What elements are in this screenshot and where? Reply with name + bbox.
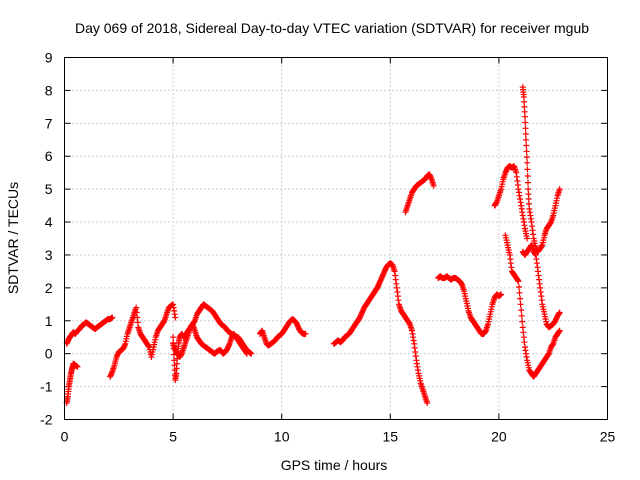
y-tick-label: 3 <box>45 247 53 263</box>
data-point <box>524 173 531 179</box>
data-point <box>243 350 250 357</box>
data-point <box>517 199 524 206</box>
y-tick-label: 4 <box>45 214 53 230</box>
data-point <box>536 280 543 287</box>
data-point <box>522 119 529 126</box>
x-tick-label: 20 <box>491 429 507 445</box>
data-point <box>519 318 526 325</box>
data-point <box>172 314 179 321</box>
y-tick-label: 5 <box>45 181 53 197</box>
data-point <box>518 312 525 319</box>
x-tick-label: 0 <box>61 429 69 445</box>
data-point <box>170 334 177 341</box>
data-point <box>524 235 531 242</box>
data-point <box>520 329 527 336</box>
data-point <box>556 327 563 334</box>
data-point <box>523 154 530 161</box>
data-point <box>524 159 531 166</box>
data-point <box>517 301 524 308</box>
data-point <box>513 173 520 180</box>
y-tick-label: -2 <box>40 412 53 428</box>
data-point <box>424 400 431 406</box>
x-tick-label: 5 <box>169 429 177 445</box>
data-point <box>520 215 527 222</box>
data-point <box>523 148 530 155</box>
y-tick-label: 0 <box>45 346 53 362</box>
data-point <box>516 284 522 290</box>
y-tick-label: 2 <box>45 280 53 296</box>
y-axis-ticks: -2 -1 0 1 2 3 4 5 6 7 8 9 <box>40 50 608 428</box>
data-point <box>108 370 115 376</box>
grid-lines <box>64 57 608 420</box>
data-point <box>522 131 529 137</box>
data-point <box>498 291 505 298</box>
plot-frame <box>64 57 608 420</box>
y-tick-label: 7 <box>45 115 53 131</box>
data-point <box>523 142 530 149</box>
data-point <box>532 252 539 258</box>
data-point <box>523 136 529 143</box>
y-tick-label: 6 <box>45 148 53 164</box>
data-point <box>556 309 563 316</box>
data-point <box>430 182 437 189</box>
chart-title: Day 069 of 2018, Sidereal Day-to-day VTE… <box>75 20 589 36</box>
y-tick-label: 1 <box>45 313 53 329</box>
y-axis-label: SDTVAR / TECUs <box>5 182 21 294</box>
y-tick-label: 8 <box>45 82 53 98</box>
data-point <box>526 205 533 212</box>
data-point <box>524 166 531 173</box>
data-point <box>74 363 81 370</box>
x-tick-label: 15 <box>383 429 399 445</box>
data-point <box>556 186 563 193</box>
x-tick-label: 10 <box>274 429 290 445</box>
data-point <box>522 113 528 120</box>
data-point <box>530 231 537 238</box>
data-point <box>518 307 525 314</box>
data-point <box>525 179 531 186</box>
y-tick-label: 9 <box>45 50 53 66</box>
x-axis-label: GPS time / hours <box>281 457 388 473</box>
data-point <box>515 278 522 285</box>
y-tick-label: -1 <box>40 379 53 395</box>
x-tick-label: 25 <box>600 429 616 445</box>
data-point <box>109 314 116 321</box>
data-point <box>522 125 529 132</box>
data-point <box>302 330 309 337</box>
data-point <box>517 295 524 302</box>
data-point <box>516 289 523 296</box>
data-points <box>63 84 563 406</box>
